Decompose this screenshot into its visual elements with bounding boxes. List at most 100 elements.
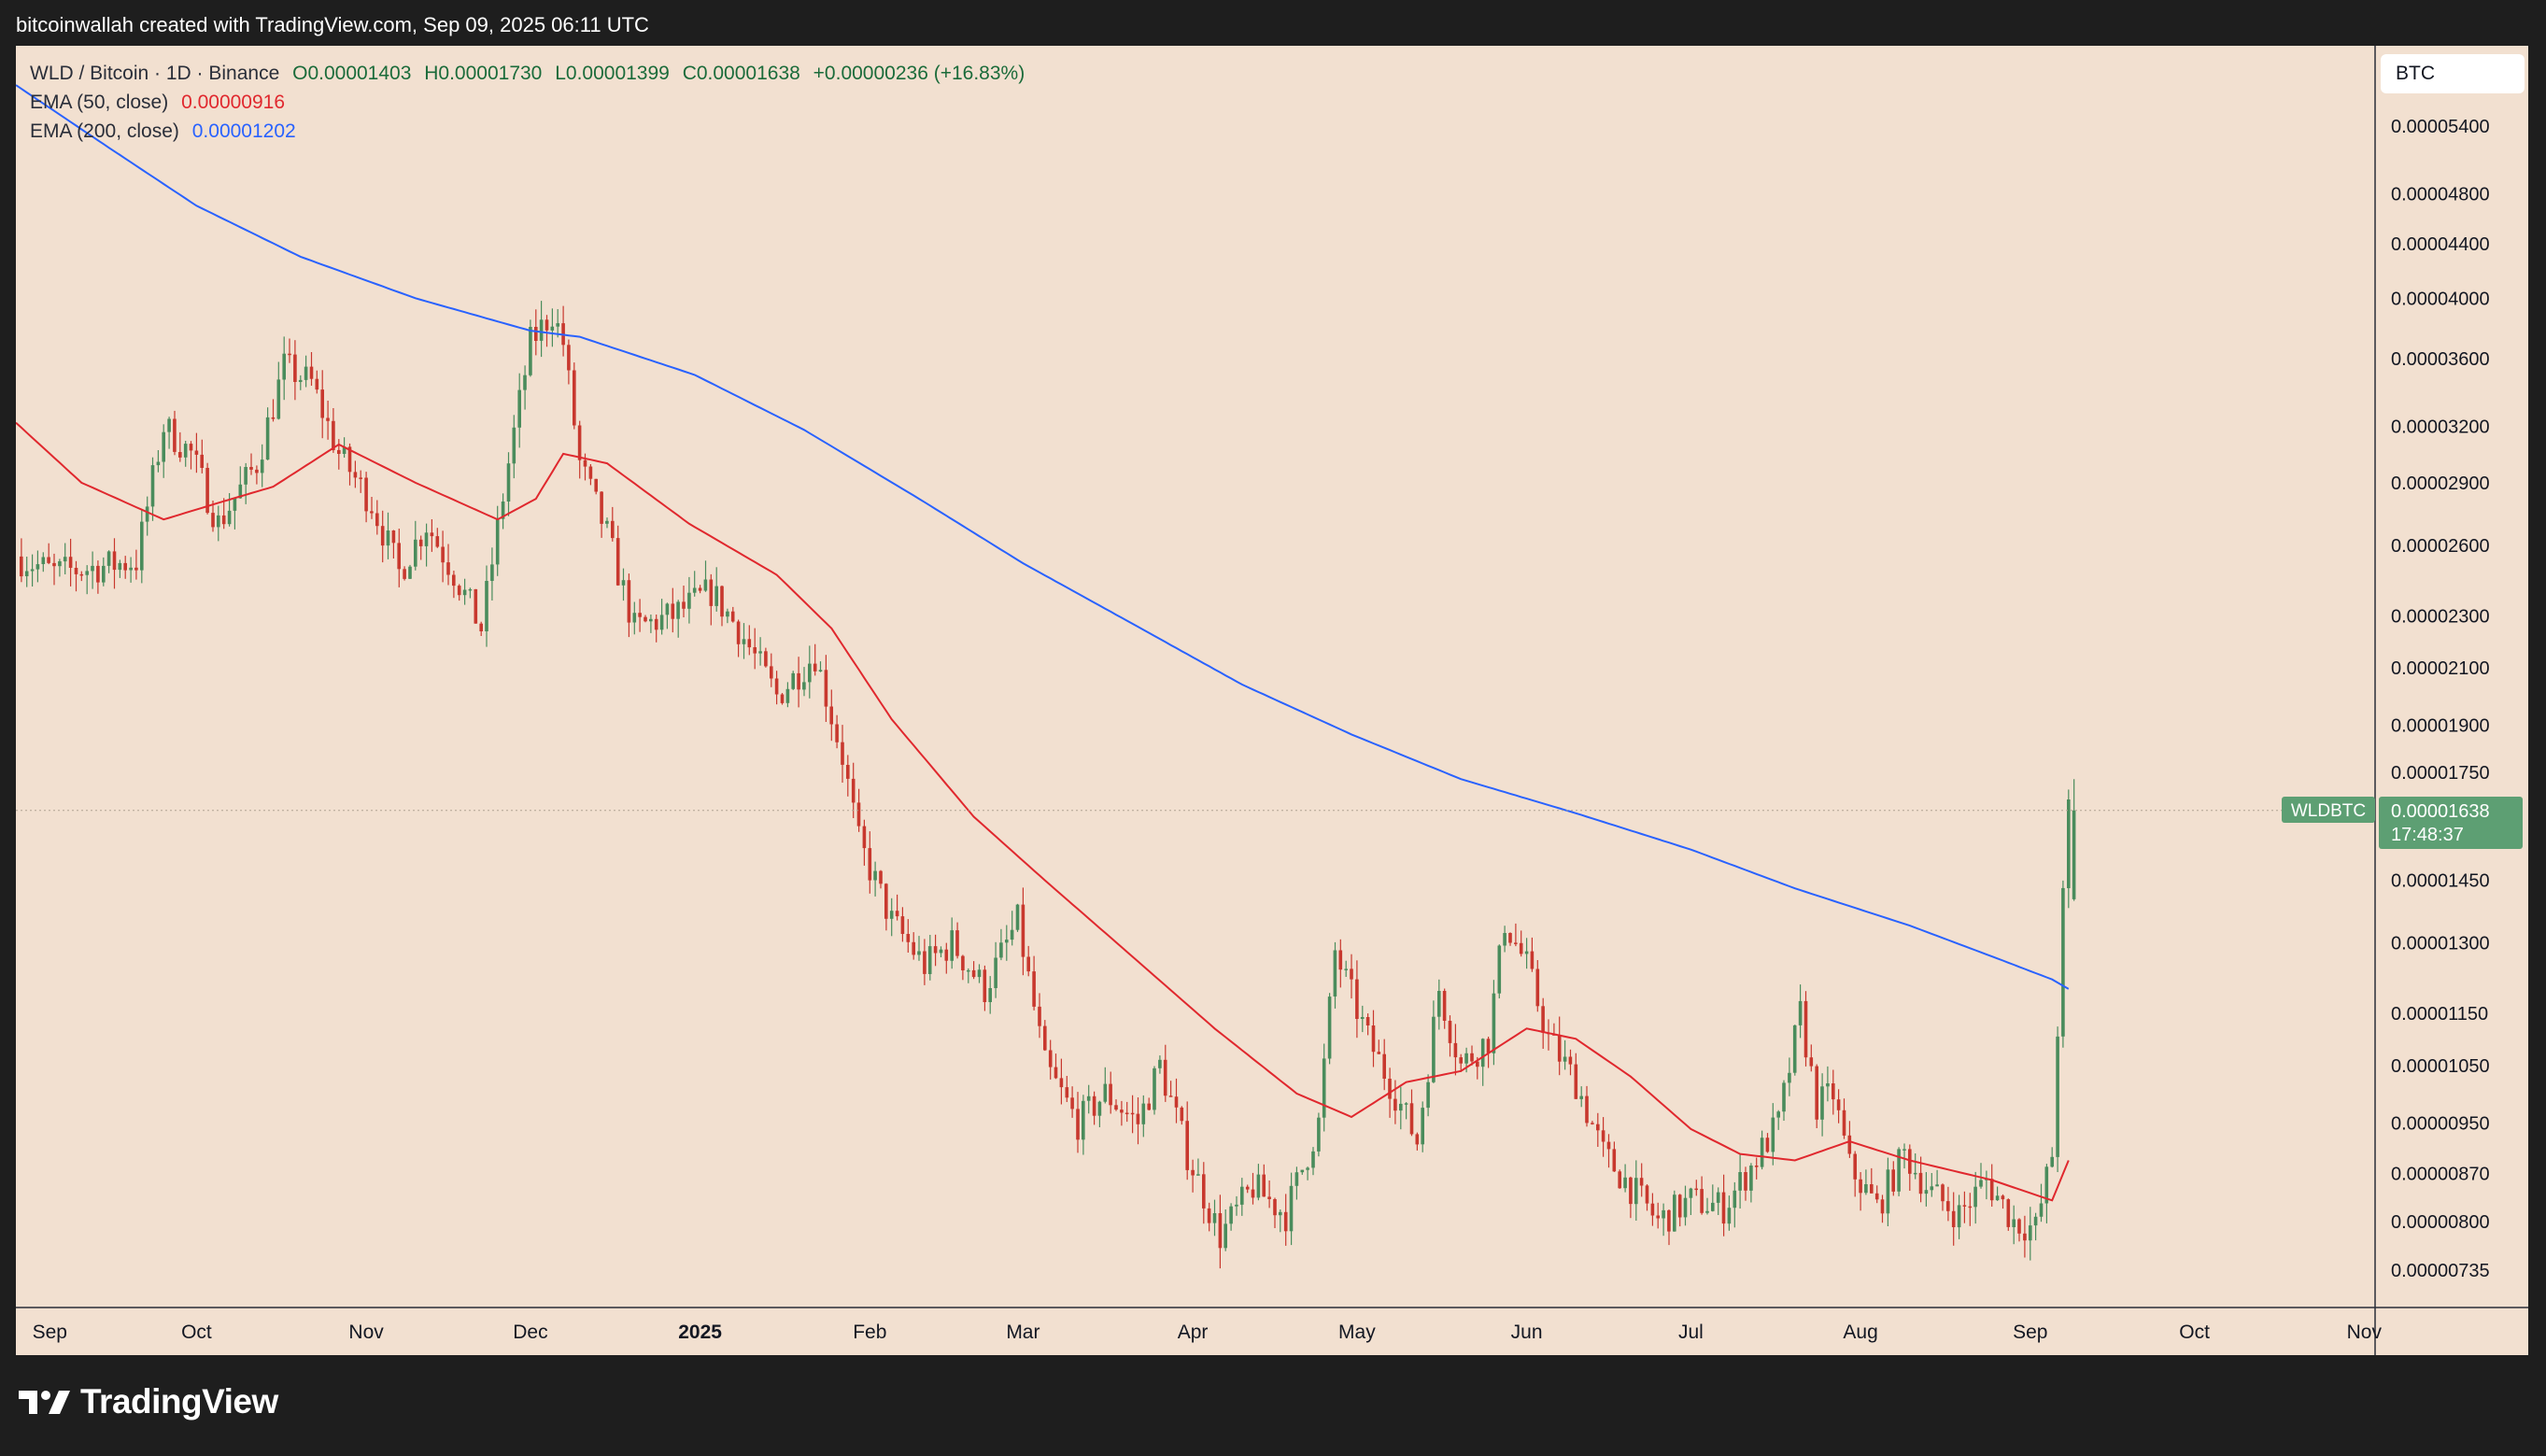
candle-body bbox=[1918, 1172, 1923, 1194]
time-tick-label: Sep bbox=[33, 1322, 67, 1343]
candle-body bbox=[123, 562, 127, 571]
candle-body bbox=[1957, 1205, 1961, 1228]
candle-body bbox=[1421, 1108, 1424, 1145]
candle-body bbox=[873, 870, 877, 881]
time-tick-label: Nov bbox=[348, 1322, 384, 1343]
candle-body bbox=[501, 502, 505, 519]
price-tick-label: 0.00005400 bbox=[2391, 117, 2490, 137]
candle-body bbox=[408, 566, 412, 579]
candle-body bbox=[851, 778, 856, 803]
candle-body bbox=[1880, 1199, 1885, 1214]
candle-body bbox=[709, 579, 714, 606]
candle-body bbox=[1404, 1103, 1408, 1105]
price-tick-label: 0.00001750 bbox=[2391, 763, 2490, 784]
candle-body bbox=[1365, 1017, 1370, 1025]
candle-body bbox=[106, 551, 111, 566]
candle-body bbox=[479, 623, 483, 631]
legend-ema50-row[interactable]: EMA (50, close) 0.00000916 bbox=[30, 88, 1025, 117]
candle-body bbox=[2012, 1219, 2016, 1227]
ema50-value: 0.00000916 bbox=[181, 92, 286, 113]
candle-body bbox=[567, 345, 571, 371]
candle-body bbox=[583, 459, 587, 467]
candle-body bbox=[1859, 1179, 1862, 1194]
candle-body bbox=[665, 603, 670, 615]
price-tick-label: 0.00001300 bbox=[2391, 934, 2490, 954]
candle-body bbox=[1596, 1124, 1600, 1131]
candle-body bbox=[1782, 1082, 1786, 1112]
candle-body bbox=[2006, 1199, 2011, 1227]
candle-body bbox=[1530, 951, 1535, 969]
candle-body bbox=[1086, 1096, 1091, 1101]
candle-body bbox=[35, 564, 40, 570]
currency-selector[interactable]: BTC bbox=[2381, 54, 2525, 93]
candle-body bbox=[517, 389, 521, 428]
candle-body bbox=[638, 613, 642, 617]
candle-body bbox=[1338, 950, 1343, 970]
price-axis[interactable]: 0.00005400 0.00004800 0.00004400 0.00004000… bbox=[2391, 117, 2490, 1281]
candle-body bbox=[649, 618, 653, 622]
candle-body bbox=[337, 449, 341, 454]
candle-body bbox=[2056, 1036, 2059, 1157]
candle-body bbox=[1618, 1171, 1621, 1189]
candle-body bbox=[1470, 1053, 1474, 1062]
candle-body bbox=[1437, 991, 1441, 1017]
candle-body bbox=[550, 326, 555, 331]
candle-body bbox=[824, 670, 828, 707]
candle-body bbox=[462, 589, 467, 596]
candle-body bbox=[1109, 1083, 1112, 1106]
candle-body bbox=[1524, 951, 1529, 954]
candle-body bbox=[30, 569, 35, 572]
chart-panel[interactable] bbox=[16, 46, 2528, 1355]
candle-body bbox=[2033, 1216, 2038, 1226]
candle-body bbox=[523, 375, 527, 390]
price-tick-label: 0.00004800 bbox=[2391, 184, 2490, 205]
candle-body bbox=[1267, 1196, 1271, 1199]
candle-body bbox=[211, 513, 215, 528]
candle-body bbox=[813, 663, 817, 671]
time-tick-label: Oct bbox=[181, 1322, 212, 1343]
candle-body bbox=[364, 477, 368, 512]
candle-body bbox=[714, 586, 718, 606]
candle-body bbox=[829, 706, 833, 725]
time-axis[interactable]: Sep Oct Nov Dec 2025 Feb Mar Apr May Jun Jul Aug Sep… bbox=[33, 1322, 2383, 1343]
candle-body bbox=[441, 546, 445, 563]
candle-body bbox=[265, 417, 270, 460]
candle-body bbox=[577, 425, 582, 460]
candle-body bbox=[1650, 1203, 1655, 1216]
legend-ema200-row[interactable]: EMA (200, close) 0.00001202 bbox=[30, 117, 1025, 146]
candle-body bbox=[1606, 1141, 1611, 1150]
candle-body bbox=[430, 532, 434, 537]
candle-body bbox=[41, 557, 46, 564]
candle-body bbox=[1371, 1025, 1376, 1053]
candle-body bbox=[102, 565, 106, 583]
legend-symbol-row[interactable]: WLD / Bitcoin · 1D · Binance O0.00001403… bbox=[30, 59, 1025, 88]
candle-body bbox=[1459, 1057, 1463, 1064]
candle-body bbox=[1196, 1174, 1200, 1176]
price-chart[interactable]: 0.00005400 0.00004800 0.00004400 0.00004000… bbox=[16, 46, 2528, 1355]
candle-body bbox=[1092, 1096, 1096, 1116]
time-tick-label: Feb bbox=[853, 1322, 886, 1343]
last-price-value: 0.00001638 bbox=[2391, 801, 2490, 822]
price-tick-label: 0.00003200 bbox=[2391, 417, 2490, 437]
candle-body bbox=[2067, 799, 2071, 888]
candle-body bbox=[994, 957, 997, 988]
candle-body bbox=[1464, 1053, 1468, 1064]
candle-body bbox=[1021, 904, 1025, 957]
candle-body bbox=[162, 431, 165, 462]
candle-body bbox=[217, 515, 220, 528]
candle-body bbox=[644, 616, 647, 622]
candle-body bbox=[1409, 1103, 1414, 1135]
candle-body bbox=[1656, 1215, 1660, 1219]
last-candle-group bbox=[2072, 779, 2076, 901]
candle-body bbox=[1158, 1059, 1162, 1068]
candle-body bbox=[1251, 1189, 1255, 1198]
candle-body bbox=[895, 911, 899, 917]
candle-body bbox=[884, 883, 888, 919]
candle-body bbox=[615, 538, 620, 586]
price-tick-label: 0.00002600 bbox=[2391, 536, 2490, 557]
candle-body bbox=[150, 465, 155, 507]
candle-body bbox=[1788, 1072, 1791, 1083]
candle-body bbox=[917, 951, 921, 955]
candle-body bbox=[1842, 1110, 1846, 1136]
candle-body bbox=[2061, 887, 2065, 1037]
